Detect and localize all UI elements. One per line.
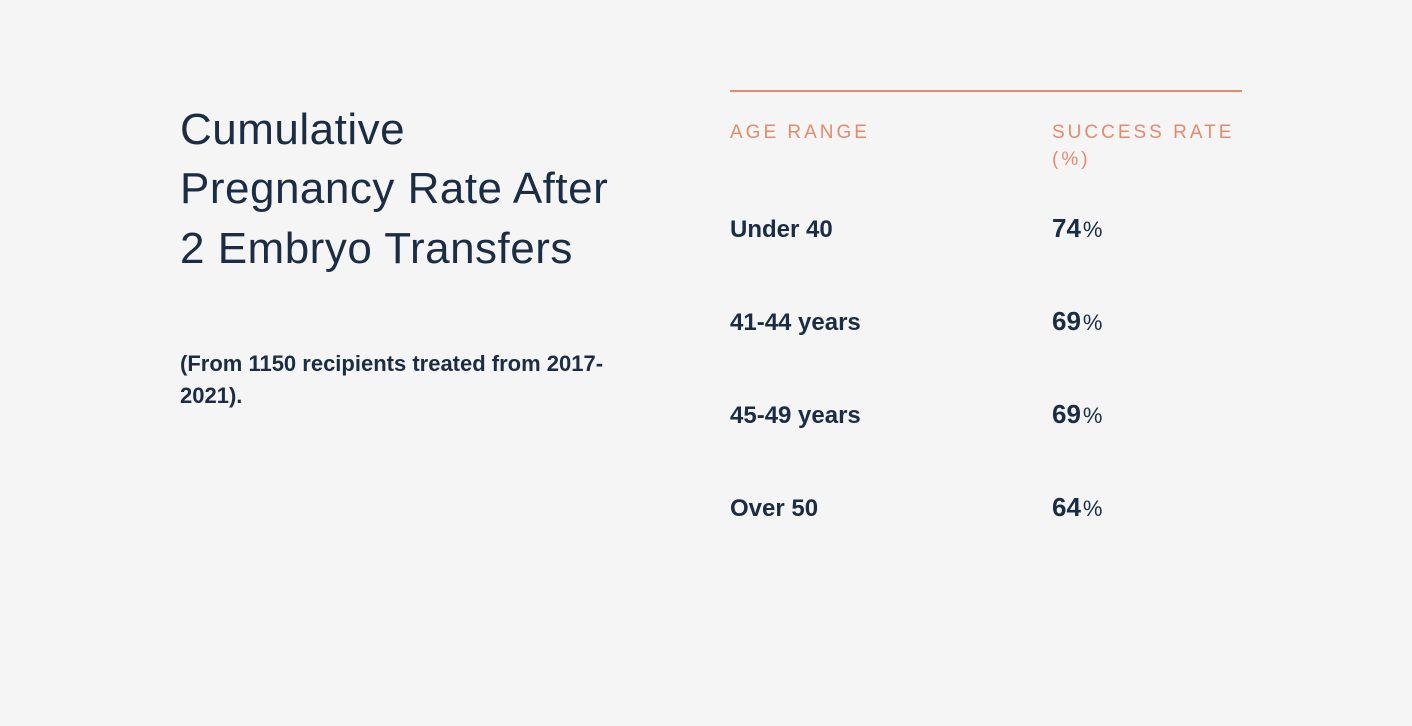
column-header-age: AGE RANGE: [730, 120, 870, 147]
table-row: 41-44 years 69%: [730, 306, 1242, 337]
success-rate-value: 69%: [1052, 306, 1242, 337]
column-header-rate: SUCCESS RATE (%): [1052, 120, 1242, 173]
page-title: Cumulative Pregnancy Rate After 2 Embryo…: [180, 100, 610, 278]
table-row: Over 50 64%: [730, 492, 1242, 523]
left-column: Cumulative Pregnancy Rate After 2 Embryo…: [180, 90, 610, 412]
success-rate-value: 74%: [1052, 213, 1242, 244]
table-top-rule: [730, 90, 1242, 92]
age-range-label: Under 40: [730, 216, 833, 244]
age-range-label: Over 50: [730, 495, 818, 523]
table-row: 45-49 years 69%: [730, 399, 1242, 430]
table-row: Under 40 74%: [730, 213, 1242, 244]
data-table: AGE RANGE SUCCESS RATE (%) Under 40 74% …: [730, 90, 1242, 523]
age-range-label: 45-49 years: [730, 402, 861, 430]
table-header: AGE RANGE SUCCESS RATE (%): [730, 120, 1242, 173]
success-rate-value: 69%: [1052, 399, 1242, 430]
page-subtitle: (From 1150 recipients treated from 2017-…: [180, 348, 610, 412]
age-range-label: 41-44 years: [730, 309, 861, 337]
success-rate-value: 64%: [1052, 492, 1242, 523]
